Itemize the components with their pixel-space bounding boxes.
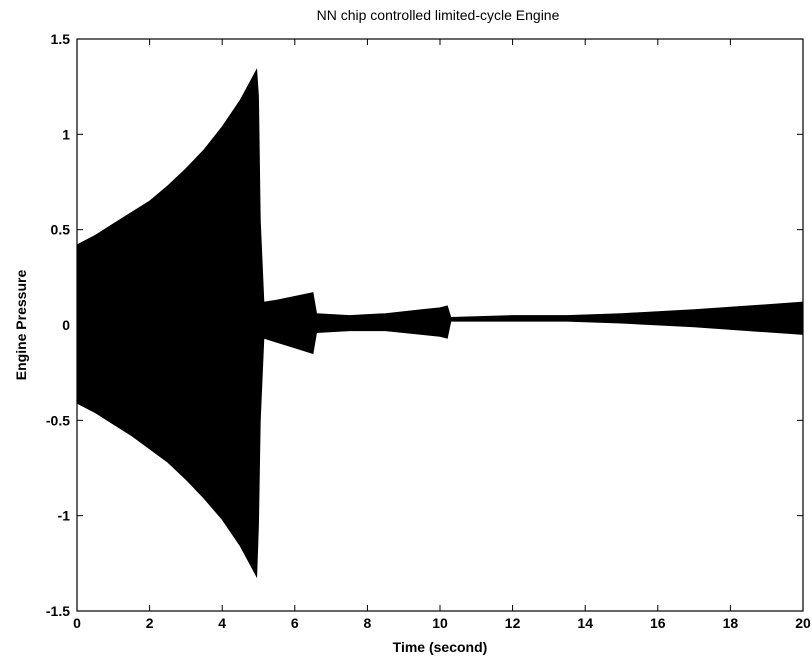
y-axis: 1.5 1 0.5 0 -0.5 -1 -1.5 xyxy=(46,31,803,619)
y-tick-label: -0.5 xyxy=(46,412,70,428)
chart-title: NN chip controlled limited-cycle Engine xyxy=(317,7,560,23)
y-tick-label: -1 xyxy=(58,508,71,524)
x-tick-label: 12 xyxy=(505,615,521,631)
x-axis-label: Time (second) xyxy=(393,639,488,655)
x-tick-label: 2 xyxy=(146,615,154,631)
x-tick-label: 14 xyxy=(577,615,593,631)
x-tick-label: 4 xyxy=(218,615,226,631)
x-tick-label: 6 xyxy=(291,615,299,631)
y-axis-label: Engine Pressure xyxy=(13,270,29,381)
x-tick-label: 0 xyxy=(73,615,81,631)
x-axis: 0 2 4 6 8 10 12 14 16 18 20 xyxy=(73,39,811,631)
plot-area xyxy=(76,68,804,579)
x-tick-label: 20 xyxy=(795,615,811,631)
y-tick-label: 0.5 xyxy=(51,222,71,238)
y-tick-label: 1 xyxy=(62,126,70,142)
pressure-signal xyxy=(76,68,804,579)
y-tick-label: 1.5 xyxy=(51,31,71,47)
y-tick-label: -1.5 xyxy=(46,603,70,619)
x-tick-label: 8 xyxy=(364,615,372,631)
x-tick-label: 18 xyxy=(723,615,739,631)
x-tick-label: 16 xyxy=(650,615,666,631)
x-tick-label: 10 xyxy=(432,615,448,631)
y-tick-label: 0 xyxy=(62,317,70,333)
